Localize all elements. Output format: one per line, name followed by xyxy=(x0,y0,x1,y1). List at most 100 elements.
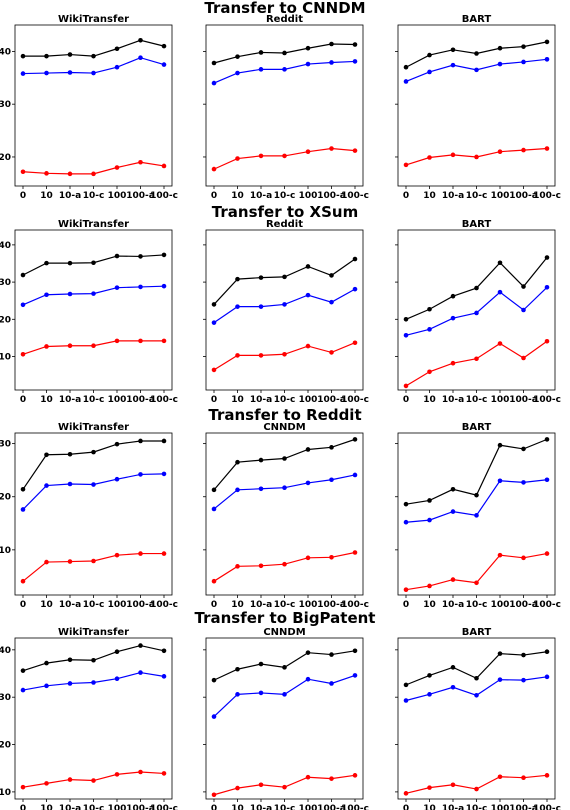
y-tick-label: 10 xyxy=(0,353,11,363)
data-point xyxy=(235,353,240,358)
panel-title: BART xyxy=(462,627,492,638)
series-line xyxy=(22,552,164,582)
data-point xyxy=(211,80,217,86)
data-point xyxy=(544,57,550,62)
data-point xyxy=(161,252,167,258)
data-point xyxy=(450,782,456,788)
panel-title: CNNDM xyxy=(263,627,305,638)
data-point xyxy=(282,351,287,357)
series-1 xyxy=(403,437,550,507)
data-point xyxy=(305,555,311,561)
data-point xyxy=(474,51,479,56)
data-point xyxy=(235,666,240,672)
data-point xyxy=(91,53,96,59)
data-point xyxy=(329,652,334,657)
x-tick-label: 100-a xyxy=(126,804,155,810)
series-line xyxy=(22,473,165,510)
data-point xyxy=(44,53,49,59)
x-tick-label: 100 xyxy=(491,395,510,405)
data-point xyxy=(352,59,358,64)
series-2 xyxy=(211,286,358,325)
data-point xyxy=(138,159,143,165)
data-point xyxy=(427,69,432,75)
x-tick-label: 10-c xyxy=(274,395,296,405)
series-3 xyxy=(403,773,550,796)
data-point xyxy=(161,771,167,776)
data-point xyxy=(114,772,120,777)
data-point xyxy=(474,513,479,518)
y-tick-label: 10 xyxy=(0,788,11,798)
y-tick-label: 10 xyxy=(0,546,11,556)
data-point xyxy=(161,674,167,679)
x-tick-label: 100-c xyxy=(341,600,369,610)
data-point xyxy=(20,687,26,693)
data-point xyxy=(44,452,49,458)
x-tick-label: 10-a xyxy=(59,395,81,405)
data-point xyxy=(91,291,96,296)
data-point xyxy=(352,340,358,346)
data-point xyxy=(427,498,432,503)
x-tick-label: 10 xyxy=(423,191,436,201)
data-point xyxy=(161,438,167,444)
data-point xyxy=(91,260,96,266)
data-point xyxy=(544,255,550,260)
data-point xyxy=(329,477,334,483)
data-point xyxy=(305,61,311,67)
data-point xyxy=(20,272,26,278)
data-point xyxy=(305,292,311,298)
series-2 xyxy=(20,670,167,693)
data-point xyxy=(20,169,26,175)
data-point xyxy=(138,769,143,775)
data-point xyxy=(211,302,217,307)
data-point xyxy=(211,320,217,325)
data-point xyxy=(235,785,240,791)
x-tick-label: 100-a xyxy=(126,600,155,610)
data-point xyxy=(544,551,550,556)
series-3 xyxy=(211,146,358,172)
x-tick-label: 100-c xyxy=(341,804,369,810)
data-point xyxy=(20,53,26,59)
data-point xyxy=(211,578,217,584)
x-tick-label: 0 xyxy=(403,395,409,405)
data-point xyxy=(44,559,49,565)
data-point xyxy=(497,478,503,484)
data-point xyxy=(427,155,432,160)
data-point xyxy=(282,485,287,491)
series-1 xyxy=(211,648,358,683)
plot-frame xyxy=(397,229,556,391)
data-point xyxy=(450,152,456,158)
data-point xyxy=(521,307,526,313)
data-point xyxy=(258,275,264,280)
data-point xyxy=(329,299,334,305)
data-point xyxy=(352,437,358,442)
data-point xyxy=(67,260,73,266)
data-point xyxy=(403,698,409,703)
series-line xyxy=(213,551,356,582)
series-2 xyxy=(20,55,167,76)
data-point xyxy=(450,315,456,321)
x-tick-label: 10-a xyxy=(250,804,272,810)
x-tick-label: 10-a xyxy=(59,804,81,810)
x-tick-label: 10 xyxy=(40,804,53,810)
data-point xyxy=(211,714,217,719)
data-point xyxy=(427,52,432,58)
data-point xyxy=(305,774,311,780)
data-point xyxy=(474,675,479,681)
data-point xyxy=(114,285,120,290)
data-point xyxy=(44,660,49,666)
data-point xyxy=(44,781,49,786)
series-3 xyxy=(403,551,550,592)
data-point xyxy=(258,67,264,72)
data-point xyxy=(497,45,503,51)
y-tick-label: 30 xyxy=(0,693,11,703)
data-point xyxy=(258,353,264,358)
data-point xyxy=(258,563,264,569)
data-point xyxy=(161,551,167,556)
x-tick-label: 10-a xyxy=(59,191,81,201)
data-point xyxy=(450,684,456,690)
x-tick-label: 100-a xyxy=(509,804,538,810)
data-point xyxy=(91,70,96,76)
